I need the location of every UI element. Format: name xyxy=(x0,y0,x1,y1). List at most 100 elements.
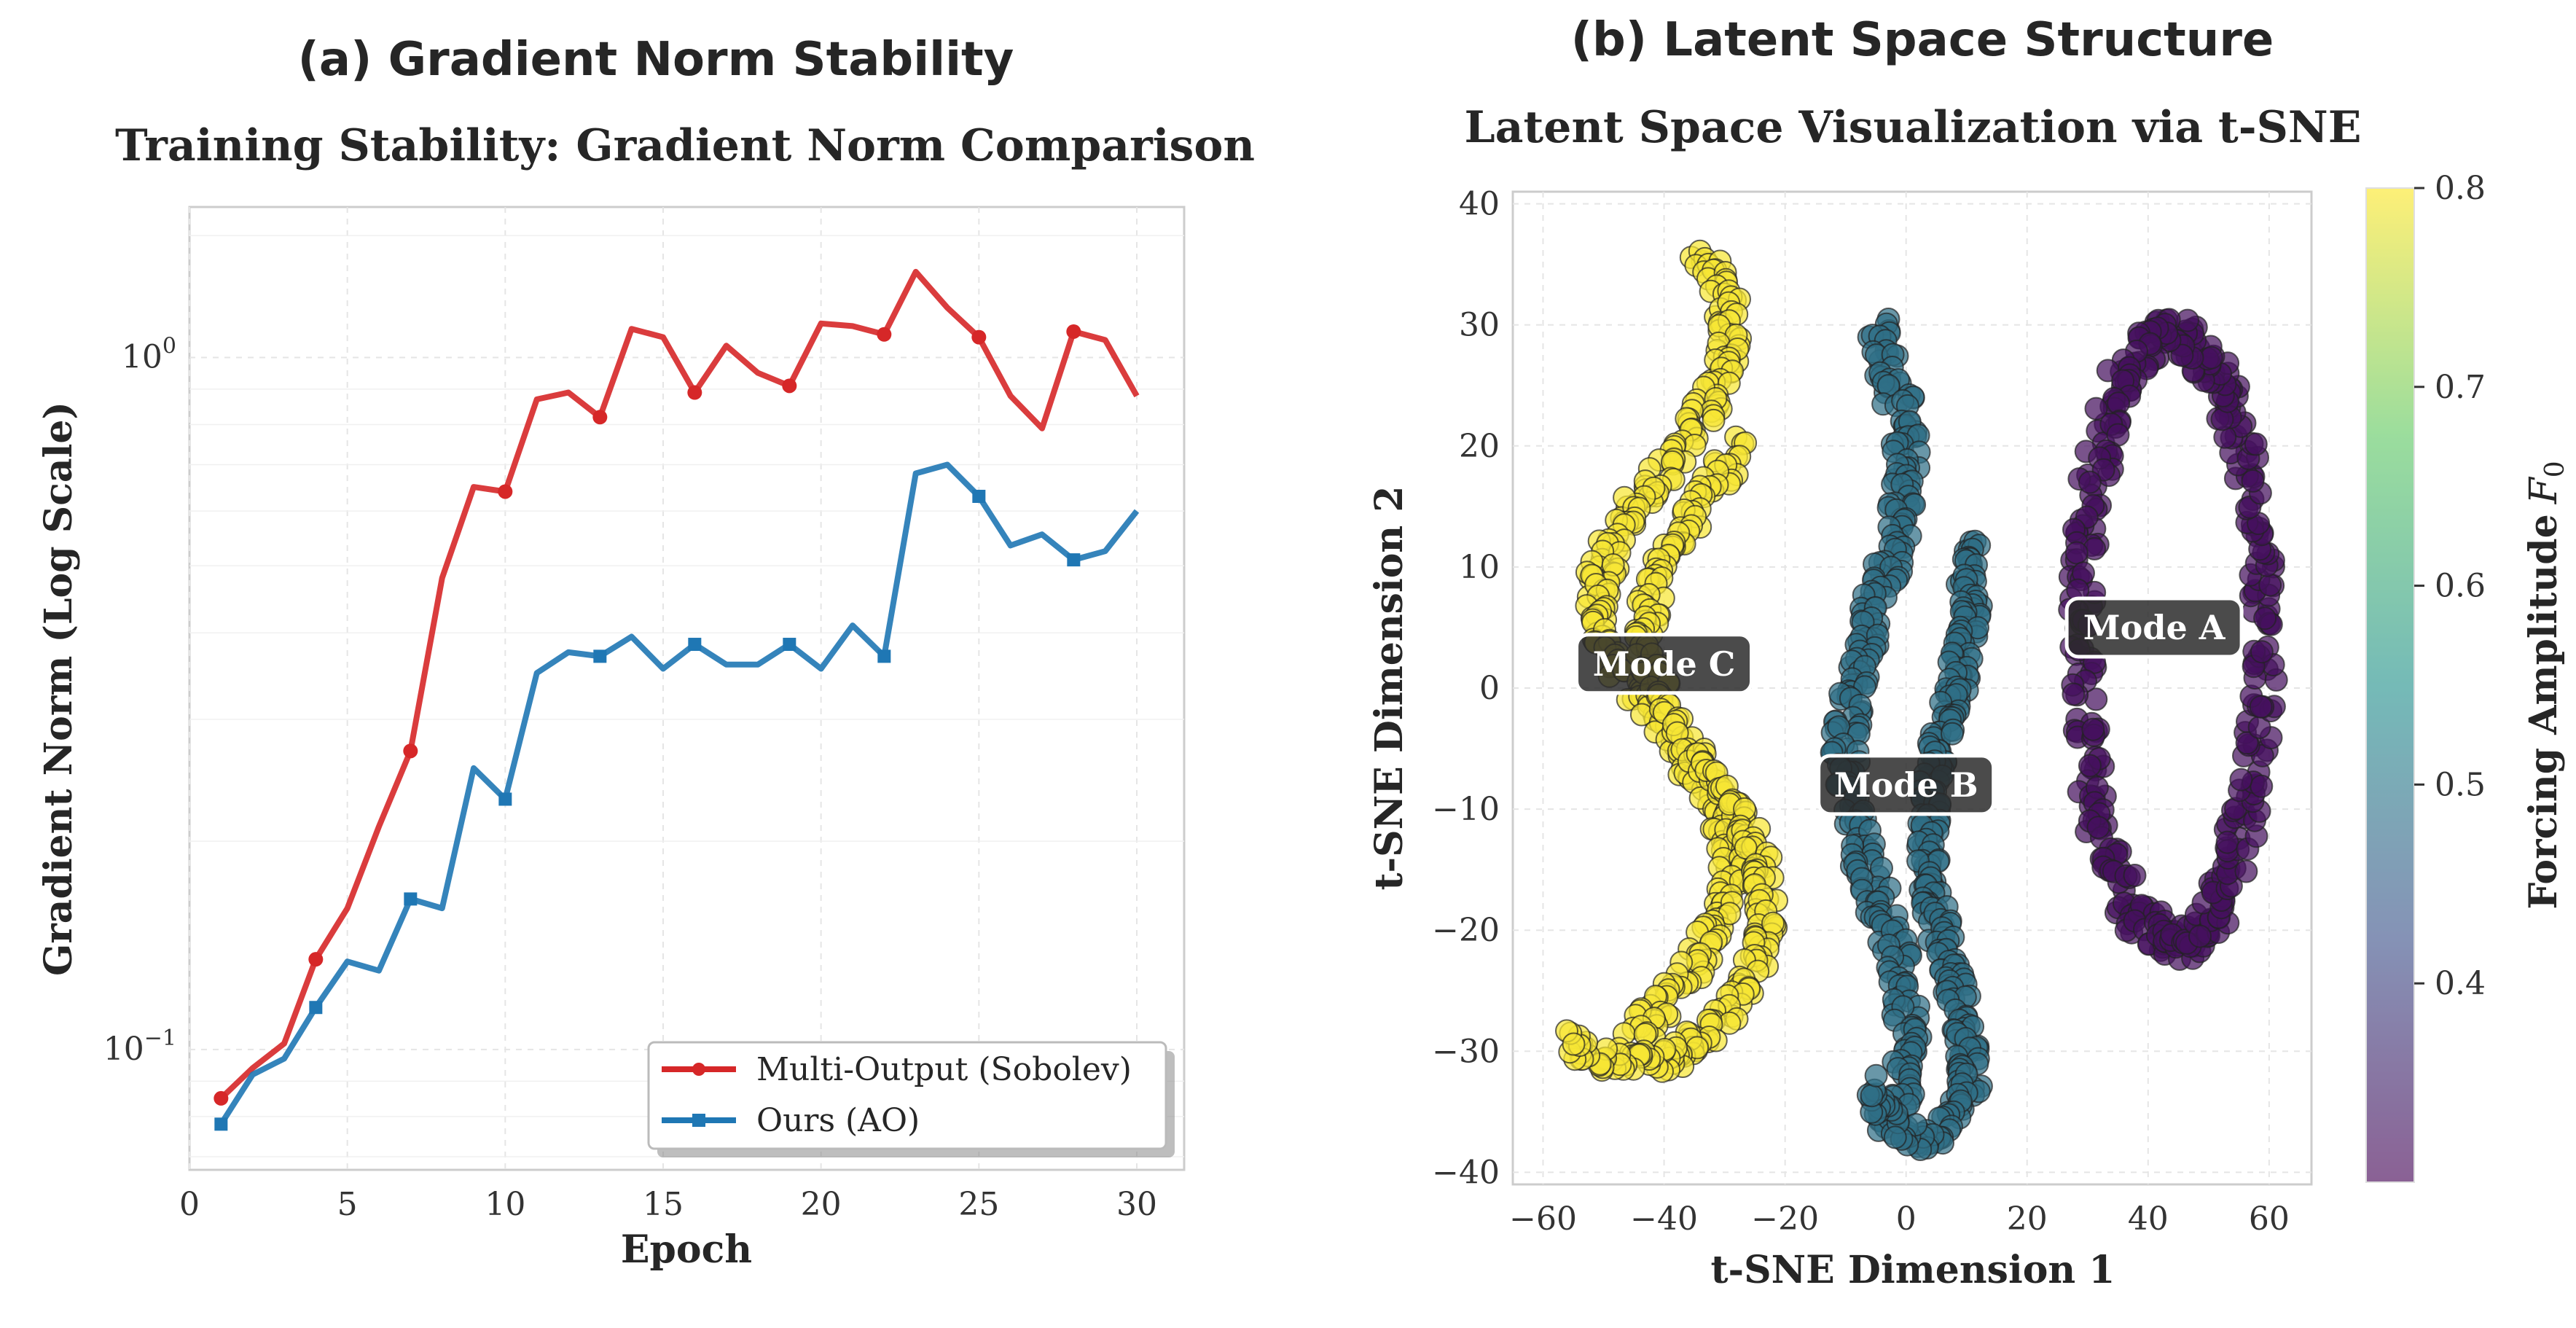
plot-a-xlabel: Epoch xyxy=(621,1227,752,1272)
scatter-point-mode-2-1106 xyxy=(1702,408,1726,432)
plot-b-points xyxy=(1555,239,2288,1161)
plot-a-ticks: 0 5 10 15 20 25 30 100 10−1 xyxy=(103,333,1157,1223)
series-line-1 xyxy=(218,461,1140,1126)
scatter-point-mode-0-39 xyxy=(2241,469,2265,493)
tick-b-x-3: 0 xyxy=(1896,1200,1917,1238)
tick-b-y-7: 30 xyxy=(1459,307,1500,344)
tick-a-x-2: 10 xyxy=(485,1186,525,1223)
series-1-point-3 xyxy=(309,1001,323,1015)
series-1-point-24 xyxy=(972,489,986,503)
tick-b-x-4: 20 xyxy=(2007,1200,2048,1238)
scatter-point-mode-0-193 xyxy=(2064,541,2088,565)
tick-b-y-6: 20 xyxy=(1459,428,1500,465)
tick-b-y-3: −10 xyxy=(1432,791,1500,828)
colorbar-tick-3: 0.7 xyxy=(2435,369,2486,406)
annotation-label-0: Mode A xyxy=(2083,608,2226,647)
plot-a-series xyxy=(214,268,1140,1131)
colorbar-tick-4: 0.8 xyxy=(2435,170,2486,207)
series-0-point-27 xyxy=(1066,324,1081,339)
tick-b-y-4: 0 xyxy=(1479,670,1500,707)
scatter-point-mode-0-177 xyxy=(2078,470,2102,494)
series-0-point-12 xyxy=(592,410,608,425)
series-1-point-27 xyxy=(1067,553,1081,567)
series-0-point-6 xyxy=(403,743,418,759)
tick-b-y-8: 40 xyxy=(1459,186,1500,223)
scatter-point-mode-0-409 xyxy=(2249,695,2273,719)
plot-b-ylabel: t-SNE Dimension 2 xyxy=(1367,486,1412,891)
colorbar-ticks: 0.4 0.5 0.6 0.7 0.8 xyxy=(2414,170,2486,1002)
scatter-point-mode-0-277 xyxy=(2123,864,2147,887)
tick-b-y-0: −40 xyxy=(1432,1154,1500,1191)
scatter-point-mode-0-108 xyxy=(2170,343,2194,367)
tick-a-x-3: 15 xyxy=(643,1186,684,1223)
scatter-point-mode-0-392 xyxy=(2229,767,2253,792)
scatter-point-mode-0-47 xyxy=(2244,432,2268,456)
series-0-point-24 xyxy=(971,329,987,345)
tick-a-y-1: 10−1 xyxy=(103,1026,176,1068)
scatter-point-mode-0-225 xyxy=(2062,682,2086,706)
series-0-point-9 xyxy=(498,484,513,499)
colorbar-tick-0: 0.4 xyxy=(2435,965,2486,1002)
tick-b-x-2: −20 xyxy=(1751,1200,1819,1238)
colorbar-label: Forcing Amplitude F0 xyxy=(2521,461,2570,909)
legend-label-multi-output: Multi-Output (Sobolev) xyxy=(756,1051,1132,1088)
series-1-point-18 xyxy=(783,638,796,652)
colorbar-label-subscript: 0 xyxy=(2540,461,2570,477)
series-0-point-0 xyxy=(214,1090,229,1106)
panel-a-title: Training Stability: Gradient Norm Compar… xyxy=(115,120,1255,171)
scatter-point-mode-0-419 xyxy=(2250,640,2274,664)
colorbar-label-text: Forcing Amplitude xyxy=(2521,514,2566,909)
annotation-label-2: Mode C xyxy=(1593,644,1736,684)
tick-a-y-0: 100 xyxy=(122,333,176,375)
plot-b-annotations: Mode A Mode B Mode C xyxy=(1575,596,2244,816)
scatter-point-mode-1-1024 xyxy=(1883,1125,1907,1149)
scatter-point-mode-0-158 xyxy=(2084,397,2108,421)
scatter-point-mode-1-1039 xyxy=(1864,1063,1888,1087)
scatter-point-mode-2-1639 xyxy=(1562,1032,1586,1056)
plot-a-ylabel: Gradient Norm (Log Scale) xyxy=(36,402,81,976)
tick-a-x-1: 5 xyxy=(337,1186,358,1223)
annotation-box-2 xyxy=(1575,633,1754,695)
plot-a-area xyxy=(188,206,1186,1171)
scatter-point-mode-2-1537 xyxy=(1761,911,1785,935)
scatter-point-mode-0-401 xyxy=(2235,731,2259,755)
legend-label-ours: Ours (AO) xyxy=(756,1102,920,1139)
tick-a-x-0: 0 xyxy=(179,1186,200,1223)
scatter-point-mode-0-7 xyxy=(2253,606,2277,630)
series-1-point-12 xyxy=(593,649,607,663)
tick-b-x-5: 40 xyxy=(2128,1200,2169,1238)
tick-b-x-1: −40 xyxy=(1630,1200,1698,1238)
scatter-point-mode-0-241 xyxy=(2078,754,2102,778)
series-1-point-6 xyxy=(404,892,418,906)
scatter-point-mode-1-1038 xyxy=(1860,1084,1884,1108)
series-0-point-21 xyxy=(877,327,892,342)
scatter-point-mode-0-373 xyxy=(2215,830,2239,854)
series-0-point-15 xyxy=(687,385,702,400)
tick-a-x-5: 25 xyxy=(958,1186,999,1223)
scatter-point-mode-0-15 xyxy=(2258,573,2282,597)
scatter-point-mode-0-258 xyxy=(2086,816,2110,840)
plot-a-legend: Multi-Output (Sobolev) Ours (AO) xyxy=(647,1041,1175,1157)
tick-b-x-6: 60 xyxy=(2249,1200,2290,1238)
series-line-0 xyxy=(219,268,1140,1101)
tick-a-x-4: 20 xyxy=(801,1186,842,1223)
scatter-point-mode-0-234 xyxy=(2081,717,2105,741)
panel-b-title: Latent Space Visualization via t-SNE xyxy=(1464,102,2361,153)
series-0-point-18 xyxy=(782,378,797,394)
annotation-label-1: Mode B xyxy=(1834,765,1978,805)
panel-a-label: (a) Gradient Norm Stability xyxy=(298,33,1014,87)
colorbar-tick-1: 0.5 xyxy=(2435,766,2486,803)
series-1-point-0 xyxy=(214,1117,228,1131)
colorbar-tick-2: 0.6 xyxy=(2435,568,2486,605)
annotation-box-0 xyxy=(2064,596,2244,659)
tick-a-x-6: 30 xyxy=(1116,1186,1157,1223)
series-1-point-15 xyxy=(688,638,702,652)
tick-b-y-5: 10 xyxy=(1459,549,1500,586)
series-1-point-21 xyxy=(877,649,891,663)
legend-marker-ours xyxy=(692,1114,705,1127)
series-0-point-3 xyxy=(308,952,324,967)
scatter-point-mode-0-342 xyxy=(2188,924,2212,948)
scatter-point-mode-1-813 xyxy=(1941,722,1964,746)
